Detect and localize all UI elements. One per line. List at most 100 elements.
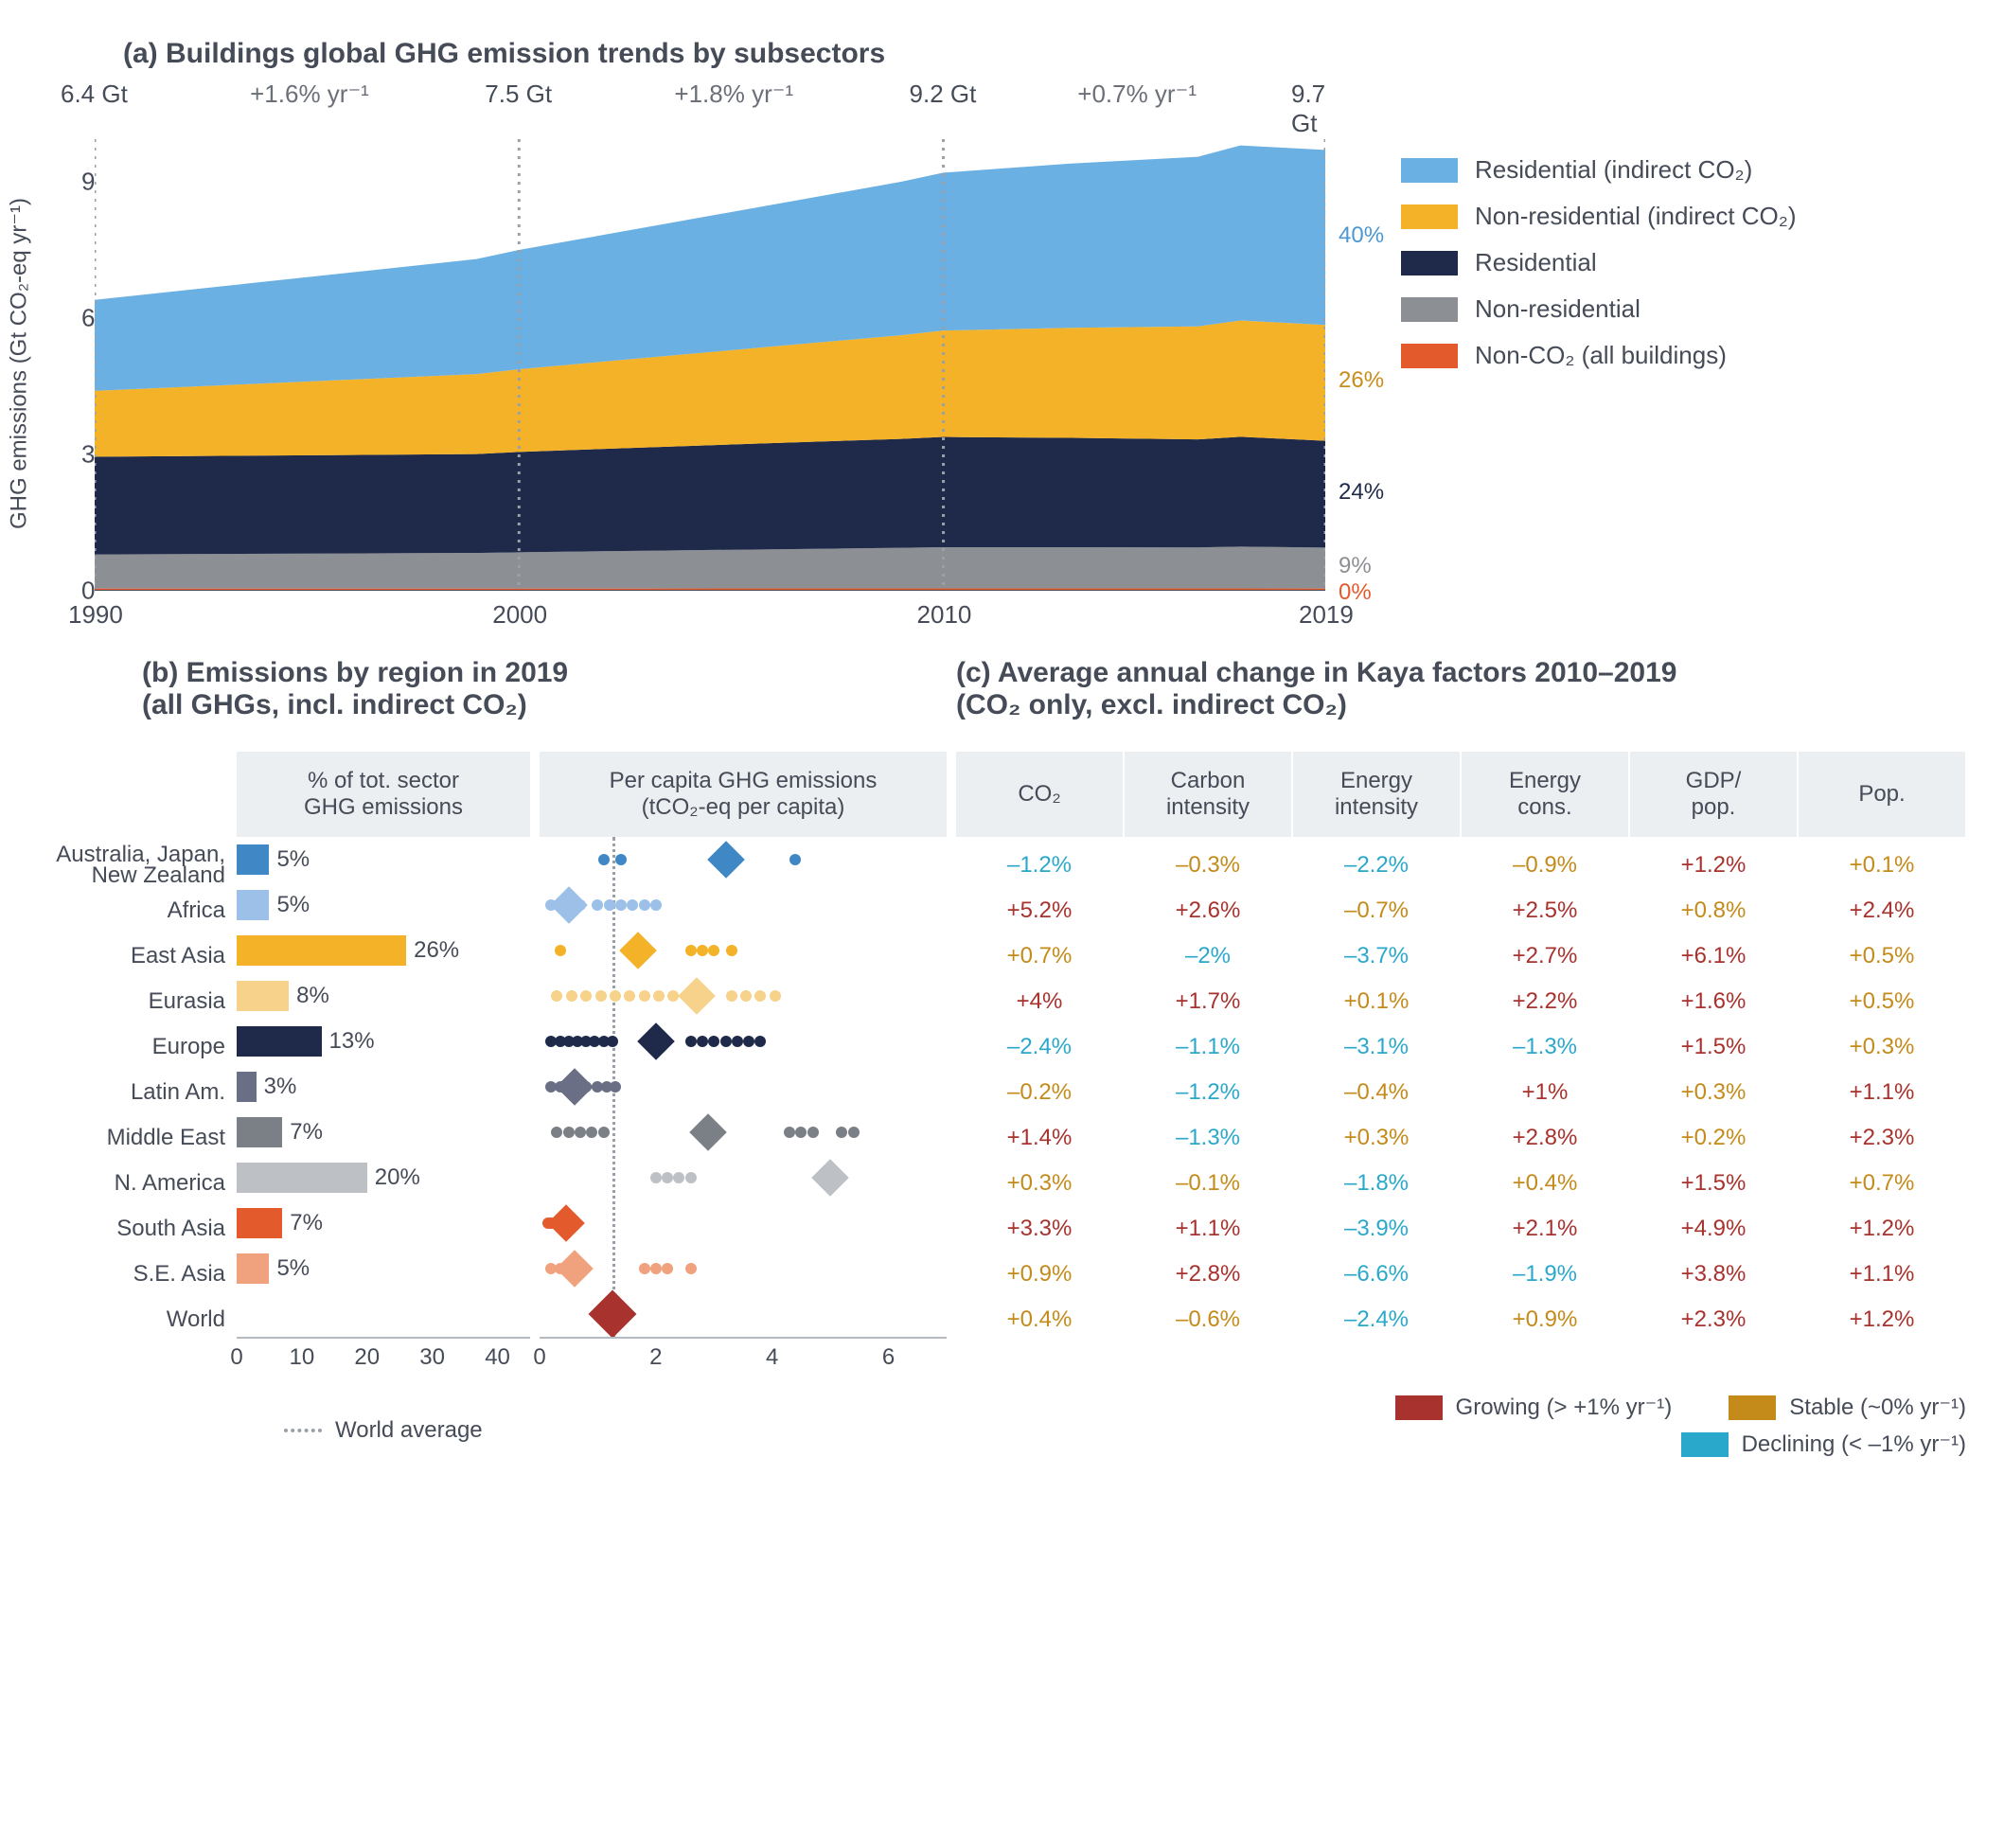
legend-item: Non-CO₂ (all buildings) (1401, 341, 1797, 370)
country-dot (726, 990, 737, 1002)
legend-item: Residential (1401, 248, 1797, 277)
kaya-legend-item: Declining (< –1% yr⁻¹) (1681, 1430, 1966, 1458)
country-dot (595, 990, 607, 1002)
country-dot (754, 990, 766, 1002)
legend-label: Non-CO₂ (all buildings) (1475, 341, 1727, 370)
kaya-col-head: Carbon intensity (1125, 752, 1291, 837)
bar-rect (237, 890, 269, 920)
kaya-cell: +0.3% (956, 1161, 1123, 1206)
region-diamond (620, 932, 658, 969)
kaya-cell: +0.3% (1630, 1070, 1797, 1115)
region-label: S.E. Asia (38, 1252, 237, 1297)
kaya-cell: +0.1% (1799, 843, 1965, 888)
panel-a-xtick: 1990 (68, 600, 123, 630)
kaya-cell: –1.3% (1125, 1115, 1291, 1161)
panel-a-right-pct: 9% (1339, 553, 1372, 579)
country-dot (615, 899, 627, 911)
bar-value: 5% (276, 892, 310, 918)
region-label: Latin Am. (38, 1070, 237, 1115)
panel-a-xtick: 2000 (492, 600, 547, 630)
country-dot (639, 1263, 650, 1274)
country-dot (789, 854, 801, 865)
panel-b: (b) Emissions by region in 2019 (all GHG… (38, 657, 947, 1375)
country-dot (836, 1127, 847, 1138)
panel-a-ytick: 3 (81, 440, 85, 470)
dot-row (540, 1019, 947, 1064)
country-dot (685, 1263, 697, 1274)
legend-label: Residential (1475, 248, 1597, 277)
country-dot (639, 899, 650, 911)
bar-row: 5% (237, 882, 530, 928)
kaya-col-head: CO₂ (956, 752, 1123, 837)
axis-tick: 40 (485, 1344, 510, 1371)
country-dot (627, 899, 638, 911)
panel-a: (a) Buildings global GHG emission trends… (38, 38, 1966, 591)
panel-a-growth-label: +1.6% yr⁻¹ (250, 80, 369, 109)
kaya-cell: +2.3% (1799, 1115, 1965, 1161)
country-dot (624, 990, 635, 1002)
kaya-cell: +2.3% (1630, 1297, 1797, 1342)
panel-a-right-pct: 24% (1339, 479, 1384, 506)
country-dot (639, 990, 650, 1002)
panel-b-col1-head: % of tot. sector GHG emissions (237, 752, 530, 837)
bar-row: 26% (237, 928, 530, 973)
kaya-cell: +0.8% (1630, 888, 1797, 933)
country-dot (685, 1036, 697, 1047)
kaya-cell: +0.7% (1799, 1161, 1965, 1206)
region-label: South Asia (38, 1206, 237, 1252)
kaya-cell: +2.4% (1799, 888, 1965, 933)
country-dot (650, 1172, 662, 1183)
country-dot (754, 1036, 766, 1047)
country-dot (770, 990, 781, 1002)
kaya-cell: +1.5% (1630, 1024, 1797, 1070)
kaya-cell: –0.4% (1293, 1070, 1460, 1115)
country-dot (807, 1127, 819, 1138)
legend-label: Declining (< –1% yr⁻¹) (1742, 1430, 1966, 1458)
kaya-column: CO₂ –1.2%+5.2%+0.7%+4%–2.4%–0.2%+1.4%+0.… (956, 752, 1123, 1342)
country-dot (586, 1127, 597, 1138)
kaya-cell: –0.2% (956, 1070, 1123, 1115)
panel-a-gt-label: 6.4 Gt (61, 80, 128, 109)
dot-row (540, 1246, 947, 1291)
kaya-cell: +0.4% (956, 1297, 1123, 1342)
axis-tick: 2 (649, 1344, 662, 1371)
dot-row (540, 928, 947, 973)
kaya-cell: +1.7% (1125, 979, 1291, 1024)
panel-a-right-pct: 40% (1339, 222, 1384, 249)
region-label: East Asia (38, 933, 237, 979)
kaya-cell: +0.9% (956, 1252, 1123, 1297)
panel-a-plot: 036919902000201020196.4 Gt7.5 Gt9.2 Gt9.… (95, 136, 1325, 591)
bar-value: 5% (276, 846, 310, 873)
kaya-cell: +1.2% (1630, 843, 1797, 888)
dot-row (540, 1064, 947, 1110)
kaya-cell: +2.1% (1462, 1206, 1628, 1252)
kaya-cell: +3.3% (956, 1206, 1123, 1252)
panel-a-title: (a) Buildings global GHG emission trends… (123, 38, 1966, 70)
kaya-cell: +1.1% (1125, 1206, 1291, 1252)
country-dot (598, 1127, 610, 1138)
kaya-cell: +0.7% (956, 933, 1123, 979)
country-dot (740, 990, 752, 1002)
figure-container: (a) Buildings global GHG emission trends… (38, 38, 1966, 1467)
bar-row: 7% (237, 1110, 530, 1155)
country-dot (697, 1036, 708, 1047)
kaya-cell: –1.1% (1125, 1024, 1291, 1070)
bar-row: 13% (237, 1019, 530, 1064)
country-dot (555, 945, 566, 956)
kaya-cell: +0.9% (1462, 1297, 1628, 1342)
kaya-cell: –1.2% (1125, 1070, 1291, 1115)
kaya-cell: +1.6% (1630, 979, 1797, 1024)
bar-rect (237, 1026, 322, 1057)
bar-value: 13% (329, 1028, 375, 1055)
country-dot (610, 990, 621, 1002)
kaya-cell: +2.8% (1462, 1115, 1628, 1161)
country-dot (650, 1263, 662, 1274)
legend-label: Residential (indirect CO₂) (1475, 155, 1752, 185)
kaya-cell: –3.9% (1293, 1206, 1460, 1252)
country-dot (708, 945, 719, 956)
country-dot (784, 1127, 795, 1138)
kaya-cell: –0.9% (1462, 843, 1628, 888)
kaya-col-head: GDP/ pop. (1630, 752, 1797, 837)
kaya-cell: +0.1% (1293, 979, 1460, 1024)
country-dot (653, 990, 665, 1002)
